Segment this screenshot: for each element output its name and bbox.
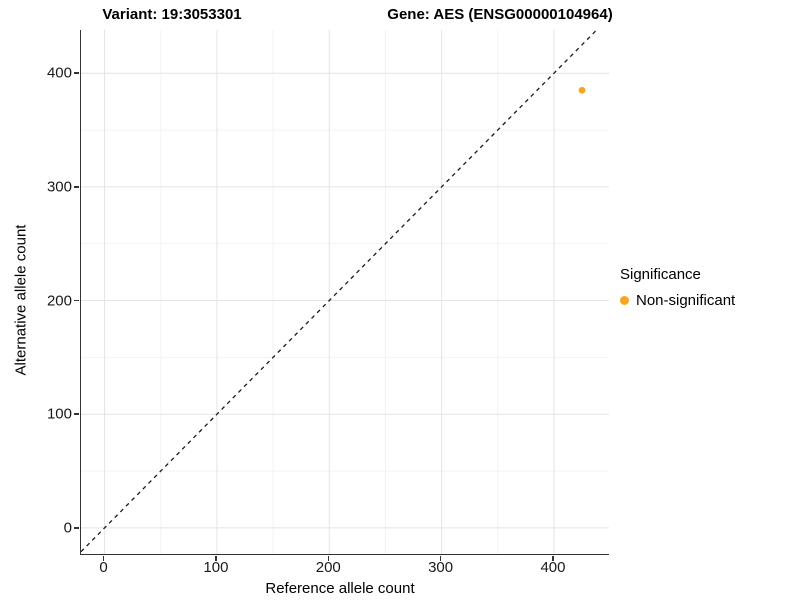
legend-entry-label: Non-significant bbox=[636, 292, 736, 309]
legend: Significance Non-significant bbox=[620, 266, 735, 309]
legend-entry: Non-significant bbox=[620, 292, 735, 309]
y-tick-mark bbox=[74, 72, 79, 74]
x-tick-label: 100 bbox=[203, 559, 229, 576]
y-tick-mark bbox=[74, 299, 79, 302]
x-tick-mark bbox=[552, 555, 554, 561]
legend-title: Significance bbox=[620, 266, 701, 283]
x-tick-mark bbox=[439, 555, 442, 561]
x-tick-label: 400 bbox=[540, 559, 566, 576]
x-tick-mark bbox=[102, 555, 105, 561]
x-tick-label: 300 bbox=[428, 559, 454, 576]
identity-line bbox=[81, 30, 598, 553]
data-point bbox=[578, 86, 586, 94]
y-tick-label: 300 bbox=[46, 178, 72, 196]
x-tick-mark bbox=[327, 555, 330, 561]
y-tick-mark bbox=[74, 186, 79, 188]
x-axis-title: Reference allele count bbox=[265, 580, 415, 597]
scatter-plot-canvas bbox=[81, 30, 609, 554]
gene-title: Gene: AES (ENSG00000104964) bbox=[387, 6, 613, 23]
x-tick-label: 0 bbox=[99, 559, 108, 576]
y-tick-label: 100 bbox=[46, 405, 72, 423]
plot-panel bbox=[80, 30, 609, 555]
y-tick-label: 400 bbox=[46, 64, 72, 82]
y-tick-label: 200 bbox=[46, 292, 72, 310]
y-tick-mark bbox=[74, 527, 79, 529]
variant-title: Variant: 19:3053301 bbox=[102, 6, 242, 23]
y-tick-label: 0 bbox=[63, 519, 72, 537]
y-tick-mark bbox=[74, 413, 79, 415]
legend-point-icon bbox=[620, 296, 629, 305]
x-tick-mark bbox=[215, 555, 217, 561]
x-tick-label: 200 bbox=[315, 559, 341, 576]
y-axis-title: Alternative allele count bbox=[12, 224, 30, 376]
